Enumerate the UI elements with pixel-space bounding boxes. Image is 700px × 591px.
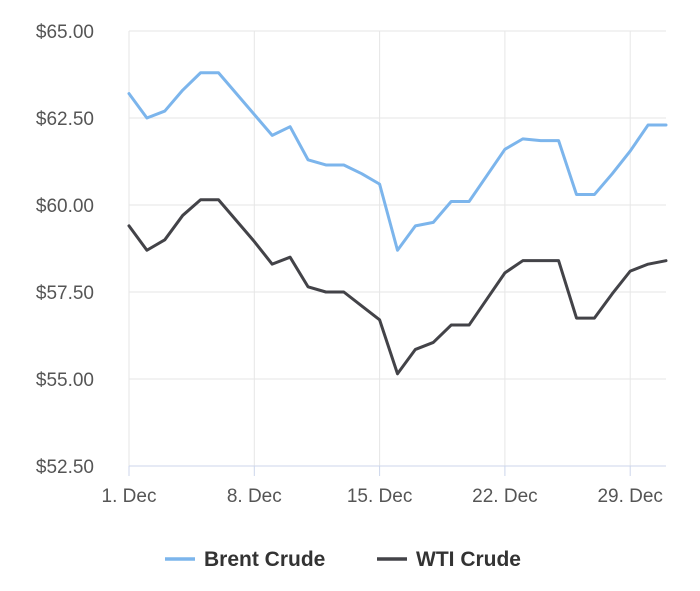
grid (128, 30, 666, 467)
legend-item-wti[interactable]: WTI Crude (377, 548, 521, 571)
legend-item-brent[interactable]: Brent Crude (165, 548, 325, 571)
series-line-wti[interactable] (127, 198, 668, 376)
legend-label-wti: WTI Crude (416, 548, 521, 571)
axes: $52.50 $55.00 $57.50 $60.00 $62.50 $65.00 1. D… (36, 22, 666, 507)
x-tick-label: 22. Dec (472, 486, 537, 507)
series-lines (127, 71, 668, 376)
series-line-brent[interactable] (127, 71, 668, 252)
x-tick-label: 15. Dec (347, 486, 412, 507)
y-tick-label: $60.00 (36, 196, 94, 217)
legend: Brent Crude WTI Crude (165, 548, 521, 571)
x-tick-label: 8. Dec (227, 486, 282, 507)
x-tick-label: 29. Dec (597, 486, 662, 507)
y-tick-label: $55.00 (36, 370, 94, 391)
x-tick-label: 1. Dec (102, 486, 157, 507)
y-tick-label: $52.50 (36, 457, 94, 478)
y-tick-label: $62.50 (36, 109, 94, 130)
y-tick-label: $65.00 (36, 22, 94, 43)
y-tick-label: $57.50 (36, 283, 94, 304)
legend-label-brent: Brent Crude (204, 548, 325, 571)
